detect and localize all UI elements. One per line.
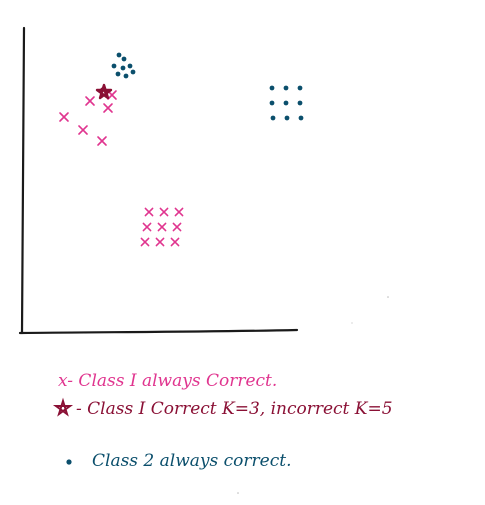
class2-point-5 bbox=[115, 71, 121, 77]
paper-specks bbox=[196, 296, 389, 494]
legend-text-class2: Class 2 always correct. bbox=[92, 451, 291, 471]
class1-point-4 bbox=[97, 136, 107, 146]
class1-bottom-cluster bbox=[140, 207, 184, 247]
class2-point-1 bbox=[283, 85, 289, 91]
legend-dot-marker bbox=[66, 459, 72, 465]
class1-point-1 bbox=[159, 207, 169, 217]
class1-point-4 bbox=[157, 222, 167, 232]
axes bbox=[18, 26, 299, 335]
class1-point-3 bbox=[103, 103, 113, 113]
class2-point-0 bbox=[116, 52, 122, 58]
legend: x- Class I always Correct. - Class I Cor… bbox=[52, 371, 393, 471]
class2-point-5 bbox=[297, 100, 303, 106]
class2-point-7 bbox=[130, 69, 136, 75]
legend-text-star: - Class I Correct K=3, incorrect K=5 bbox=[76, 399, 393, 419]
class1-point-5 bbox=[172, 222, 182, 232]
class1-point-2 bbox=[174, 207, 184, 217]
legend-entry-class1: x- Class I always Correct. bbox=[58, 371, 277, 391]
class2-point-6 bbox=[123, 73, 129, 79]
class1-point-6 bbox=[140, 237, 150, 247]
class1-point-2 bbox=[78, 125, 88, 135]
class2-point-8 bbox=[298, 115, 304, 121]
legend-star-marker bbox=[52, 397, 74, 417]
class2-point-0 bbox=[269, 85, 275, 91]
class2-point-1 bbox=[121, 56, 127, 62]
legend-entry-star: - Class I Correct K=3, incorrect K=5 bbox=[52, 397, 393, 419]
class1-point-3 bbox=[142, 222, 152, 232]
class1-point-8 bbox=[170, 237, 180, 247]
class1-point-7 bbox=[155, 237, 165, 247]
class2-point-7 bbox=[284, 115, 290, 121]
class1-point-0 bbox=[85, 96, 95, 106]
class2-point-2 bbox=[111, 63, 117, 69]
class2-point-3 bbox=[269, 100, 275, 106]
legend-entry-class2: Class 2 always correct. bbox=[66, 451, 291, 471]
class2-point-2 bbox=[297, 85, 303, 91]
class2-point-3 bbox=[120, 65, 126, 71]
class2-point-6 bbox=[270, 115, 276, 121]
y-axis bbox=[20, 26, 26, 335]
class2-top-cluster bbox=[111, 52, 136, 79]
class1-point-1 bbox=[59, 112, 69, 122]
legend-text-class1: x- Class I always Correct. bbox=[58, 371, 277, 391]
class2-point-4 bbox=[127, 63, 133, 69]
star-point bbox=[95, 83, 113, 100]
class2-point-4 bbox=[283, 100, 289, 106]
class1-point-0 bbox=[144, 207, 154, 217]
class2-right-cluster bbox=[269, 85, 304, 121]
x-axis bbox=[18, 328, 299, 335]
